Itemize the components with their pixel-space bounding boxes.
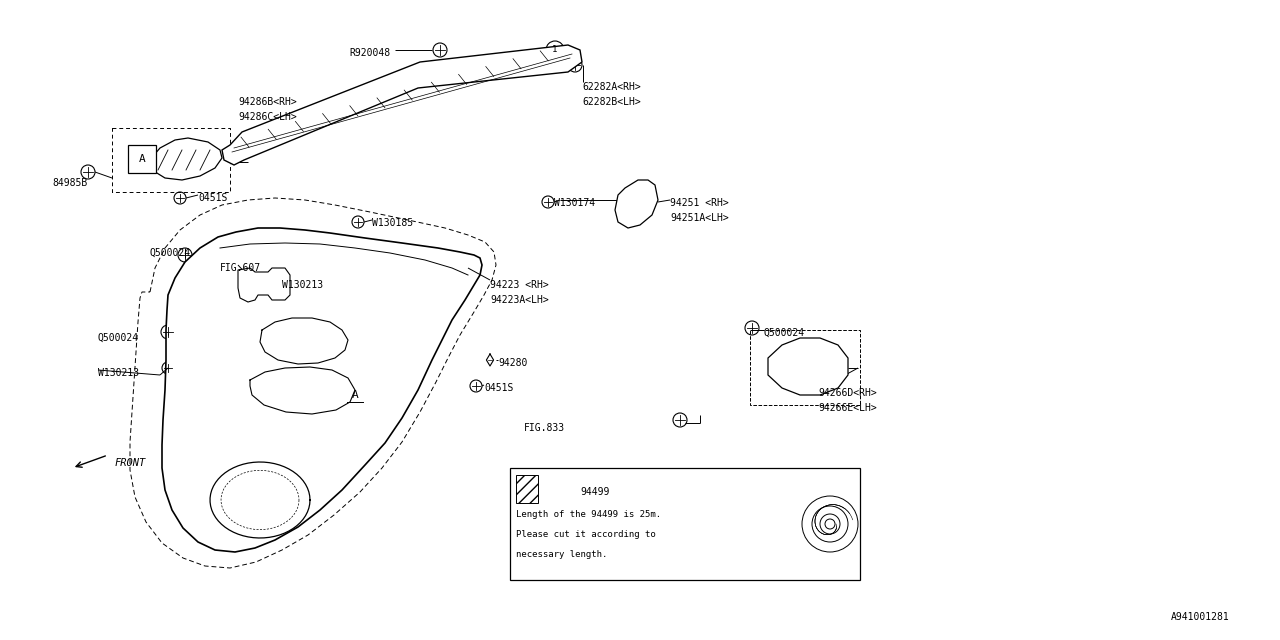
Text: Please cut it according to: Please cut it according to [516,530,655,539]
Text: 94286C<LH>: 94286C<LH> [238,112,297,122]
Text: 84985B: 84985B [52,178,87,188]
Text: A: A [138,154,146,164]
Text: 94251 <RH>: 94251 <RH> [669,198,728,208]
Text: Q500024: Q500024 [99,333,140,343]
Polygon shape [148,138,221,180]
Text: 94266D<RH>: 94266D<RH> [818,388,877,398]
Text: 94223A<LH>: 94223A<LH> [490,295,549,305]
Text: R920048: R920048 [349,48,390,58]
Polygon shape [163,228,483,552]
FancyBboxPatch shape [750,330,860,405]
FancyBboxPatch shape [509,468,860,580]
FancyBboxPatch shape [516,475,538,503]
Text: W130213: W130213 [282,280,323,290]
Text: 0451S: 0451S [198,193,228,203]
Text: FRONT: FRONT [115,458,146,468]
Text: Q500024: Q500024 [150,248,191,258]
Text: 1: 1 [552,45,558,54]
Text: 94266E<LH>: 94266E<LH> [818,403,877,413]
Text: necessary length.: necessary length. [516,550,608,559]
Text: 94280: 94280 [498,358,527,368]
Text: 94251A<LH>: 94251A<LH> [669,213,728,223]
Text: W130174: W130174 [554,198,595,208]
Polygon shape [614,180,658,228]
FancyBboxPatch shape [128,145,156,173]
Polygon shape [238,268,291,302]
Text: FIG.607: FIG.607 [220,263,261,273]
Text: FIG.833: FIG.833 [524,423,566,433]
Text: A941001281: A941001281 [1171,612,1230,622]
Text: 0451S: 0451S [484,383,513,393]
Text: 94499: 94499 [580,487,609,497]
Polygon shape [768,338,849,395]
Text: A: A [352,390,358,400]
Text: 62282A<RH>: 62282A<RH> [582,82,641,92]
Text: 94223 <RH>: 94223 <RH> [490,280,549,290]
Text: W130185: W130185 [372,218,413,228]
Text: Q500024: Q500024 [764,328,805,338]
Polygon shape [221,45,582,165]
Text: W130213: W130213 [99,368,140,378]
Text: Length of the 94499 is 25m.: Length of the 94499 is 25m. [516,510,662,519]
Text: 62282B<LH>: 62282B<LH> [582,97,641,107]
Text: 1: 1 [545,479,550,488]
Text: 94286B<RH>: 94286B<RH> [238,97,297,107]
